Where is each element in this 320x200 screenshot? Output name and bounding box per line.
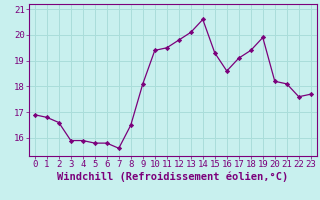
X-axis label: Windchill (Refroidissement éolien,°C): Windchill (Refroidissement éolien,°C)	[57, 172, 288, 182]
